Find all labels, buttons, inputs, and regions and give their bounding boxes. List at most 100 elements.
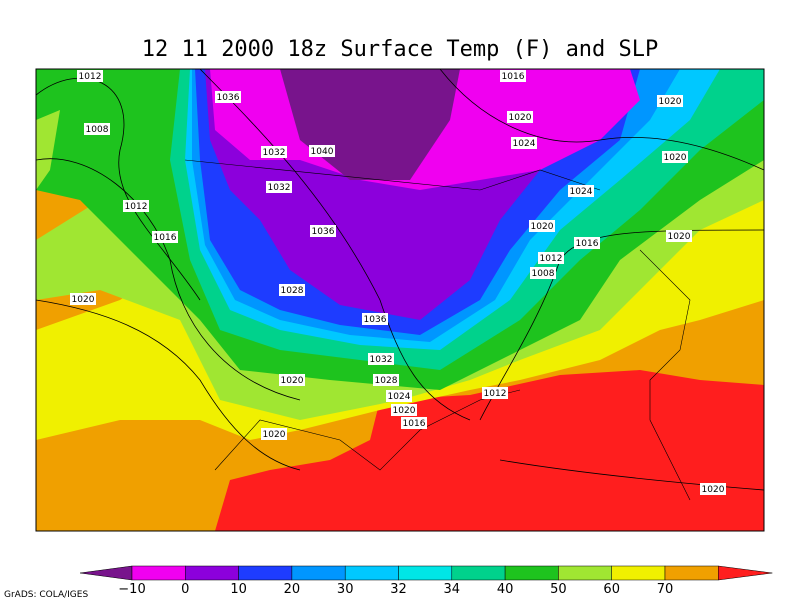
isobar-label-box xyxy=(530,267,556,279)
isobar-label: 1016 xyxy=(154,233,177,243)
isobar-label: 1020 xyxy=(509,113,532,123)
isobar-line xyxy=(36,299,301,471)
colorbar-segment xyxy=(398,565,453,581)
map-title: 12 11 2000 18z Surface Temp (F) and SLP xyxy=(142,37,659,62)
isobar-label: 1020 xyxy=(702,485,725,495)
colorbar-arrow xyxy=(718,565,773,581)
isobar-line xyxy=(36,158,301,401)
colorbar-label: 34 xyxy=(444,582,461,597)
isobar-label-box xyxy=(482,387,508,399)
isobar-label-box xyxy=(279,374,305,386)
isobar-label: 1012 xyxy=(125,202,148,212)
isobar-label-box xyxy=(152,231,178,243)
isobar-label-box xyxy=(511,137,537,149)
colorbar-segment xyxy=(238,565,293,581)
isobar-label: 1024 xyxy=(388,392,411,402)
isobar-label: 1020 xyxy=(659,97,682,107)
colorbar-label: 50 xyxy=(550,582,567,597)
boundaries xyxy=(184,159,691,501)
border-line xyxy=(184,159,601,191)
isobar-label-box xyxy=(266,181,292,193)
isobar-label-box xyxy=(700,483,726,495)
colorbar-segment xyxy=(558,565,612,581)
temperature-field xyxy=(36,69,764,531)
isobar-label: 1032 xyxy=(370,355,393,365)
isobar-label: 1032 xyxy=(263,148,286,158)
isobar-label-box xyxy=(574,237,600,249)
isobar-label-box xyxy=(123,200,149,212)
isobar-label: 1032 xyxy=(268,183,291,193)
isobar-label: 1016 xyxy=(576,239,599,249)
colorbar-segment xyxy=(185,565,239,581)
isobar-label-box xyxy=(662,151,688,163)
colorbar-label: 32 xyxy=(390,582,407,597)
isobar-label-box xyxy=(215,91,241,103)
colorbar-label: 10 xyxy=(230,582,247,597)
isobar-label: 1036 xyxy=(217,93,240,103)
isobar-label-box xyxy=(362,313,388,325)
isobar-label-box xyxy=(261,146,287,158)
colorbar-label: −10 xyxy=(118,582,145,597)
isobar-label-box xyxy=(261,428,287,440)
isobar-line xyxy=(439,69,764,171)
colorbar-arrow xyxy=(79,565,133,581)
isobar-label-box xyxy=(309,145,335,157)
isobar-label-box xyxy=(279,284,305,296)
colorbar-segment xyxy=(344,565,399,581)
isobar-label-box xyxy=(401,417,427,429)
colorbar-label: 60 xyxy=(603,582,620,597)
colorbar-segment xyxy=(451,565,506,581)
region-lime-west xyxy=(36,110,60,190)
colorbar-segment xyxy=(291,565,346,581)
isobar-label-box xyxy=(77,70,103,82)
isobar-label: 1020 xyxy=(281,376,304,386)
region-red xyxy=(215,370,764,531)
isobar-label: 1008 xyxy=(532,269,555,279)
isobar-label-box xyxy=(70,293,96,305)
border-line xyxy=(214,389,521,471)
colorbar-segment xyxy=(504,565,559,581)
isobar-label: 1020 xyxy=(263,430,286,440)
isobar-label-box xyxy=(500,70,526,82)
colorbar: −10 0 10 20 30 32 34 40 50 60 70 xyxy=(79,565,773,597)
isobar-label: 1020 xyxy=(72,295,95,305)
isobar-label-box xyxy=(386,390,412,402)
isobar-label-box xyxy=(568,185,594,197)
colorbar-label: 40 xyxy=(497,582,514,597)
isobar-label: 1016 xyxy=(403,419,426,429)
isobar-label-box xyxy=(657,95,683,107)
isobar-label: 1020 xyxy=(664,153,687,163)
map-frame xyxy=(35,68,765,532)
isobar-label: 1040 xyxy=(311,147,334,157)
isobar-label: 1020 xyxy=(393,406,416,416)
isobar-label-box xyxy=(368,353,394,365)
colorbar-label: 70 xyxy=(657,582,674,597)
isobar-label-box xyxy=(666,230,692,242)
isobar-label: 1012 xyxy=(540,254,563,264)
coast-line xyxy=(639,249,691,501)
colorbar-label: 0 xyxy=(181,582,189,597)
isobar-label: 1036 xyxy=(364,315,387,325)
isobar-label-box xyxy=(391,404,417,416)
colorbar-segment xyxy=(611,565,666,581)
colorbar-segment xyxy=(131,565,186,581)
isobar-label: 1024 xyxy=(570,187,593,197)
isobar-label: 1028 xyxy=(281,286,304,296)
isobar-label: 1008 xyxy=(86,125,109,135)
isobar-label: 1020 xyxy=(668,232,691,242)
colorbar-label: 30 xyxy=(337,582,354,597)
isobar-line xyxy=(199,69,471,421)
isobar-label: 1012 xyxy=(79,72,102,82)
colorbar-segment xyxy=(664,565,719,581)
isobar-label: 1012 xyxy=(484,389,507,399)
isobar-label-box xyxy=(538,252,564,264)
isobar-label: 1024 xyxy=(513,139,536,149)
isobar-labels: 1012 1036 1016 1020 1008 1020 1032 1040 1024 1020… xyxy=(70,70,726,495)
isobar-label-box xyxy=(507,111,533,123)
isobar-label: 1028 xyxy=(375,376,398,386)
isobar-label-box xyxy=(529,220,555,232)
isobar-label-box xyxy=(84,123,110,135)
credit: GrADS: COLA/IGES xyxy=(4,590,88,600)
isobar-label: 1036 xyxy=(312,227,335,237)
